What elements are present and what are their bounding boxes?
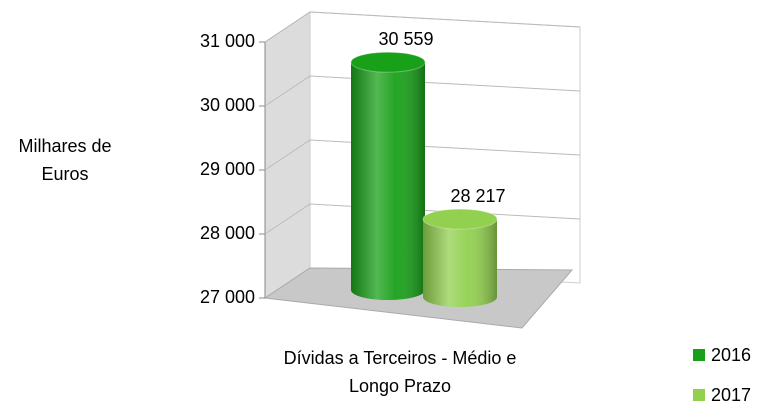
legend-label: 2016 [711,345,751,365]
grid-line [264,75,581,107]
y-tick-label: 28 000 [200,223,255,243]
cylinder-top [350,51,426,73]
y-axis-label: Milhares de Euros [18,136,112,184]
legend-label: 2017 [711,385,751,405]
cylinder-shade [351,62,425,300]
y-tick-label: 29 000 [200,159,255,179]
x-tick-label: Dívidas a Terceiros - Médio e Longo Praz… [283,348,517,396]
cylinder-shade [423,219,497,307]
grid-line [264,139,581,171]
y-tick-label: 30 000 [200,95,255,115]
data-label: 28 217 [450,186,505,206]
legend-swatch [693,349,705,361]
cylinder-top [422,208,498,230]
y-tick-label: 27 000 [200,287,255,307]
grid-line [264,11,581,43]
y-tick-label: 31 000 [200,31,255,51]
legend-swatch [693,389,705,401]
data-label: 30 559 [378,29,433,49]
